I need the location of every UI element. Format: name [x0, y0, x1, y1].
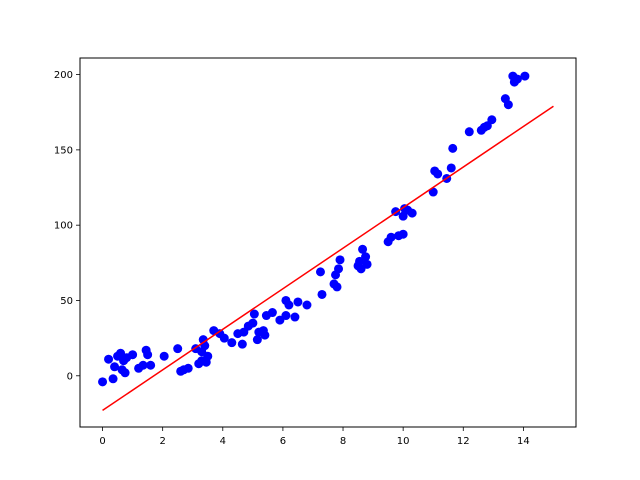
data-point: [520, 71, 530, 81]
data-point: [146, 360, 156, 370]
data-point: [317, 289, 327, 299]
data-point: [104, 354, 114, 364]
y-tick-label: 100: [54, 221, 73, 232]
data-point: [315, 267, 325, 277]
x-axis: 0 2 4 6 8 10 12 14: [99, 427, 530, 447]
y-tick-label: 150: [54, 145, 73, 156]
data-point: [120, 368, 130, 378]
data-point: [334, 264, 344, 274]
data-point: [108, 374, 118, 384]
x-tick-label: 6: [280, 436, 286, 447]
data-point: [293, 297, 303, 307]
x-tick-label: 2: [159, 436, 165, 447]
data-point: [237, 339, 247, 349]
data-point: [464, 127, 474, 137]
data-point: [361, 252, 371, 262]
data-point: [128, 350, 138, 360]
plot-area: [79, 57, 577, 428]
data-point: [335, 255, 345, 265]
data-point: [446, 163, 456, 173]
y-axis: 0 50 100 150 200: [54, 70, 80, 382]
data-point: [249, 309, 259, 319]
data-point: [448, 143, 458, 153]
data-point: [98, 377, 108, 387]
x-tick-label: 12: [457, 436, 470, 447]
x-tick-label: 0: [99, 436, 105, 447]
data-point: [433, 169, 443, 179]
data-point: [358, 244, 368, 254]
fit-line-layer: [102, 105, 554, 412]
data-point: [173, 344, 183, 354]
data-point: [290, 312, 300, 322]
data-point: [200, 341, 210, 351]
data-point: [203, 351, 213, 361]
data-point: [143, 350, 153, 360]
x-tick-label: 14: [517, 436, 530, 447]
y-tick-label: 200: [54, 70, 73, 81]
scatter-points: [98, 71, 530, 387]
x-tick-label: 8: [340, 436, 346, 447]
data-point: [159, 351, 169, 361]
data-point: [487, 115, 497, 125]
data-point: [267, 308, 277, 318]
data-point: [407, 208, 417, 218]
data-point: [428, 187, 438, 197]
data-point: [398, 229, 408, 239]
axes-frame: [79, 57, 577, 428]
data-point: [284, 300, 294, 310]
data-point: [219, 333, 229, 343]
data-point: [138, 360, 148, 370]
data-point: [110, 362, 120, 372]
data-point: [386, 232, 396, 242]
y-tick-label: 0: [67, 371, 73, 382]
data-point: [503, 100, 513, 110]
data-point: [281, 311, 291, 321]
data-point: [512, 74, 522, 84]
data-point: [252, 335, 262, 345]
data-point: [362, 259, 372, 269]
x-tick-label: 4: [220, 436, 226, 447]
data-point: [260, 330, 270, 340]
y-tick-label: 50: [60, 296, 73, 307]
data-point: [248, 318, 258, 328]
data-point: [227, 338, 237, 348]
data-point: [302, 300, 312, 310]
x-tick-label: 10: [397, 436, 410, 447]
data-point: [183, 363, 193, 373]
fit-line: [102, 105, 554, 412]
data-point: [332, 282, 342, 292]
